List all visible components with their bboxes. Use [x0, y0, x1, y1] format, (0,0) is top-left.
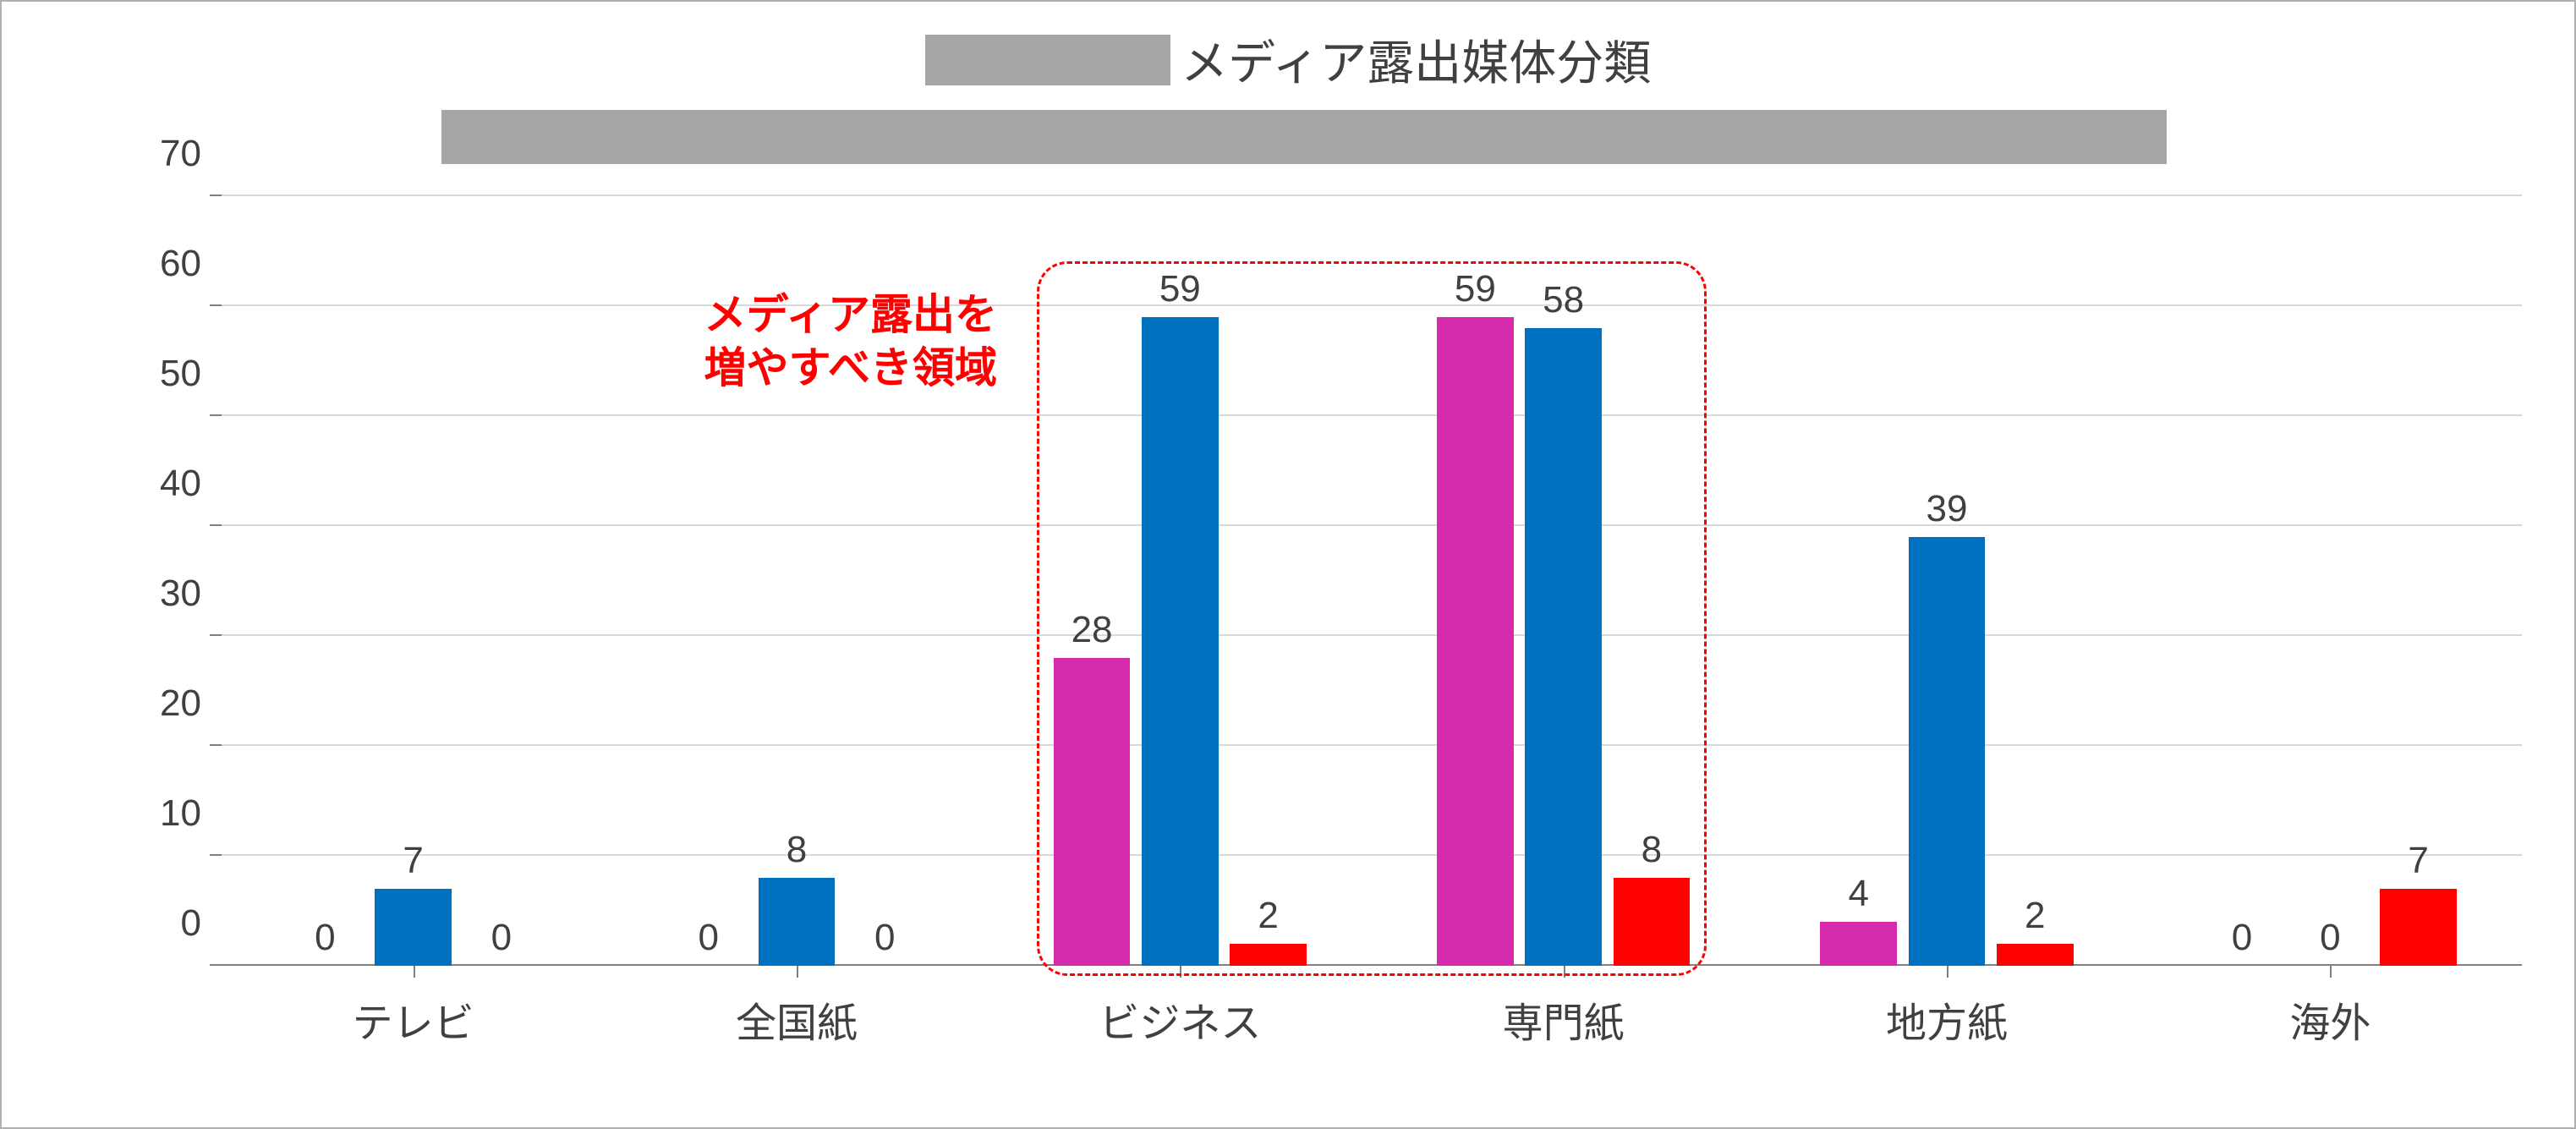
- bar-value-label: 59: [1159, 268, 1201, 310]
- category-label: テレビ: [222, 989, 605, 1049]
- bar-value-label: 4: [1848, 873, 1868, 915]
- category-group: 地方紙4392: [1755, 196, 2138, 966]
- y-axis-tick-label: 70: [160, 133, 201, 175]
- annotation-text-line: 増やすべき領域: [682, 342, 1020, 395]
- bar-value-label: 58: [1543, 279, 1584, 321]
- y-axis-tick-label: 30: [160, 573, 201, 615]
- category-label: 地方紙: [1755, 989, 2138, 1049]
- bar-value-label: 0: [2320, 917, 2340, 959]
- y-axis-tick-mark: [210, 414, 222, 416]
- bar: 59: [1437, 317, 1514, 966]
- category-group: 海外007: [2139, 196, 2522, 966]
- plot-area: 010203040506070テレビ070全国紙080ビジネス28592専門紙5…: [222, 196, 2522, 966]
- subtitle-redaction-block: [441, 110, 2167, 164]
- y-axis-tick-mark: [210, 964, 222, 966]
- category-group: テレビ070: [222, 196, 605, 966]
- y-axis-tick-mark: [210, 634, 222, 636]
- x-axis-tick-mark: [2330, 966, 2332, 978]
- bar: 2: [1997, 944, 2074, 966]
- category-group: 専門紙59588: [1372, 196, 1755, 966]
- bar-value-label: 2: [1258, 895, 1278, 937]
- title-redaction-block: [925, 35, 1170, 85]
- y-axis-tick-label: 10: [160, 792, 201, 835]
- category-label: 海外: [2139, 989, 2522, 1049]
- bar-value-label: 59: [1455, 268, 1496, 310]
- bar: 7: [2380, 889, 2457, 966]
- bar-value-label: 28: [1072, 609, 1113, 651]
- y-axis-tick-mark: [210, 854, 222, 856]
- y-axis-tick-label: 60: [160, 243, 201, 285]
- x-axis-tick-mark: [1180, 966, 1181, 978]
- x-axis-tick-mark: [414, 966, 415, 978]
- bar-value-label: 7: [2408, 840, 2428, 882]
- y-axis-tick-label: 40: [160, 463, 201, 505]
- annotation-text-line: メディア露出を: [682, 288, 1020, 342]
- bar: 4: [1820, 922, 1897, 966]
- bar: 39: [1909, 537, 1986, 966]
- bar: 59: [1142, 317, 1219, 966]
- category-label: ビジネス: [989, 989, 1372, 1049]
- category-group: ビジネス28592: [989, 196, 1372, 966]
- bar-value-label: 39: [1927, 488, 1968, 530]
- y-axis-tick-mark: [210, 304, 222, 306]
- y-axis-tick-mark: [210, 524, 222, 526]
- bar-value-label: 0: [874, 917, 895, 959]
- bar-value-label: 0: [698, 917, 718, 959]
- y-axis-tick-label: 50: [160, 353, 201, 395]
- annotation-text: メディア露出を増やすべき領域: [682, 288, 1020, 394]
- bar-value-label: 0: [2232, 917, 2252, 959]
- chart-frame: メディア露出媒体分類 010203040506070テレビ070全国紙080ビジ…: [0, 0, 2576, 1129]
- y-axis-tick-label: 20: [160, 682, 201, 725]
- category-label: 専門紙: [1372, 989, 1755, 1049]
- bar: 28: [1054, 658, 1131, 966]
- chart-title: メディア露出媒体分類: [1181, 25, 1651, 94]
- bar-value-label: 8: [787, 829, 807, 871]
- bar: 8: [1614, 878, 1691, 966]
- bar-value-label: 7: [403, 840, 423, 882]
- bar: 7: [375, 889, 452, 966]
- bar: 8: [759, 878, 836, 966]
- y-axis-tick-mark: [210, 744, 222, 746]
- x-axis-tick-mark: [797, 966, 798, 978]
- y-axis-tick-label: 0: [181, 902, 201, 945]
- bar: 2: [1230, 944, 1307, 966]
- x-axis-tick-mark: [1564, 966, 1565, 978]
- y-axis-tick-mark: [210, 195, 222, 196]
- bar-value-label: 0: [491, 917, 512, 959]
- bar-value-label: 8: [1642, 829, 1662, 871]
- category-label: 全国紙: [605, 989, 988, 1049]
- bar-value-label: 2: [2025, 895, 2045, 937]
- bar: 58: [1525, 328, 1602, 966]
- bar-value-label: 0: [315, 917, 335, 959]
- chart-title-row: メディア露出媒体分類: [2, 25, 2574, 94]
- x-axis-tick-mark: [1947, 966, 1948, 978]
